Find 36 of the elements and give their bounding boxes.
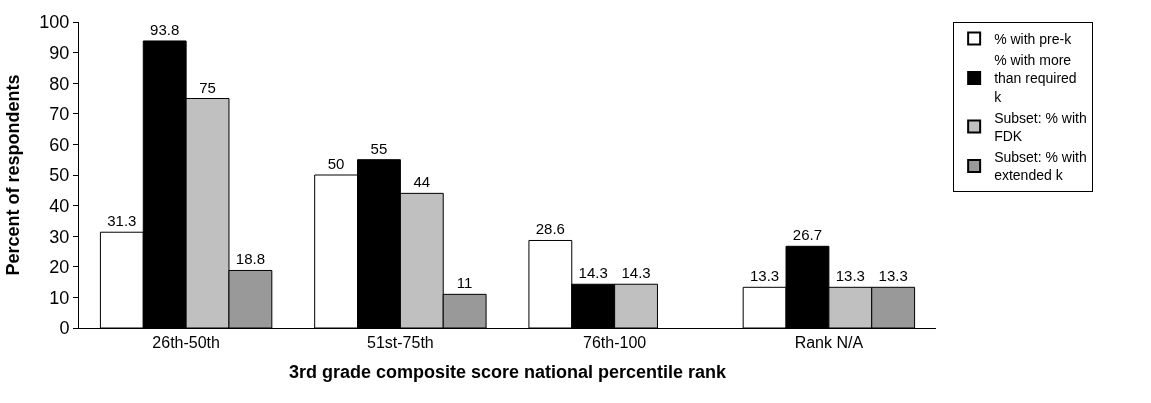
y-tick-label: 40 (49, 195, 70, 216)
y-tick-label: 10 (49, 287, 70, 308)
y-tick-label: 100 (39, 12, 70, 33)
y-tick-label: 70 (49, 104, 70, 125)
data-label: 50 (327, 155, 345, 172)
data-label: 75 (199, 78, 216, 96)
data-label: 28.6 (535, 220, 565, 238)
data-label: 44 (413, 173, 431, 191)
data-label: 14.3 (578, 264, 608, 282)
legend-label: % with pre-k (994, 31, 1073, 48)
y-tick-label: 30 (49, 226, 70, 247)
y-tick-label: 50 (49, 165, 70, 186)
data-label: 11 (456, 274, 473, 292)
x-tick-label: Rank N/A (794, 334, 864, 352)
data-label: 18.8 (235, 250, 266, 268)
data-label: 13.3 (750, 267, 780, 285)
y-tick-label: 90 (49, 42, 70, 63)
data-label: 13.3 (878, 267, 908, 285)
data-label: 13.3 (835, 267, 865, 285)
y-axis-title: Percent of respondents (2, 74, 23, 276)
y-tick-label: 80 (49, 73, 70, 94)
legend-label: % with more than required k (994, 52, 1077, 105)
x-tick-label: 76th-100 (583, 334, 647, 352)
data-label: 55 (370, 139, 388, 157)
x-axis-title: 3rd grade composite score national percentile rank (288, 362, 728, 383)
legend-label: Subset: % with FDK (994, 109, 1087, 145)
data-label: 31.3 (107, 212, 137, 230)
x-tick-label: 51st-75th (367, 334, 434, 352)
y-tick-label: 20 (49, 257, 70, 278)
data-label: 26.7 (792, 226, 823, 244)
y-tick-label: 0 (59, 318, 70, 339)
data-label: 93.8 (150, 20, 180, 38)
y-tick-label: 60 (49, 134, 70, 155)
x-tick-label: 26th-50th (152, 334, 220, 352)
legend-label: Subset: % with extended k (994, 149, 1087, 184)
data-label: 14.3 (621, 264, 651, 282)
